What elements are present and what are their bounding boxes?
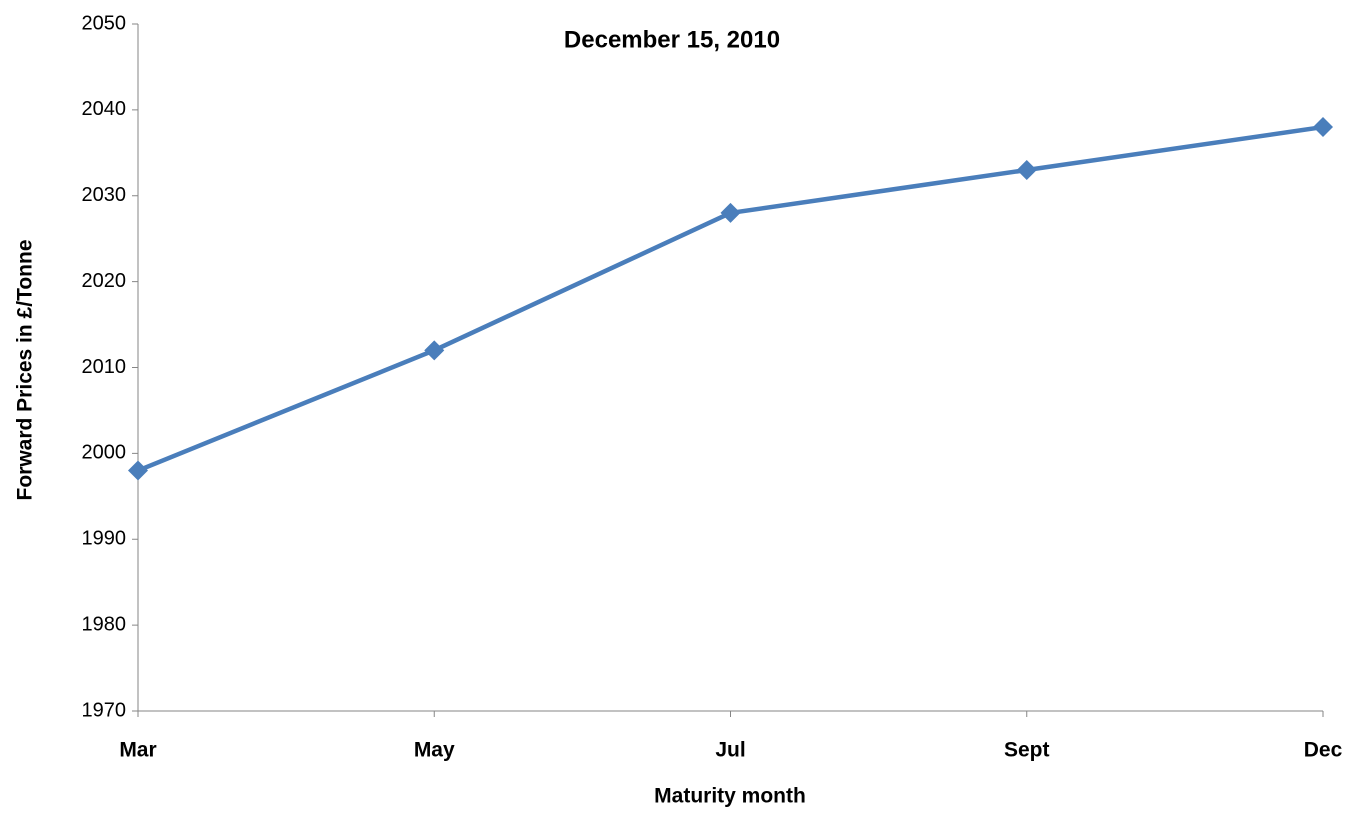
x-tick-label: May [414,739,455,762]
data-marker [1313,117,1333,138]
y-tick-label: 2020 [82,270,127,292]
y-tick-label: 2000 [82,442,127,464]
data-marker [720,202,741,223]
x-tick-label: Sept [1004,739,1050,762]
y-tick-label: 2030 [82,184,127,206]
x-tick-label: Jul [715,739,745,762]
chart-title: December 15, 2010 [564,26,780,53]
y-tick-label: 1980 [82,613,127,635]
data-marker [1016,159,1037,180]
y-axis-title: Forward Prices in £/Tonne [14,239,37,500]
y-tick-label: 2010 [82,356,127,378]
data-marker [128,460,148,481]
x-axis-title: Maturity month [654,785,806,808]
y-tick-label: 1970 [82,699,127,721]
x-tick-label: Dec [1304,739,1343,762]
y-tick-label: 2040 [82,98,127,120]
x-tick-label: Mar [119,739,156,762]
data-marker [424,340,445,361]
y-tick-label: 1990 [82,528,127,550]
y-tick-label: 2050 [82,12,127,34]
series-line [137,124,1324,473]
